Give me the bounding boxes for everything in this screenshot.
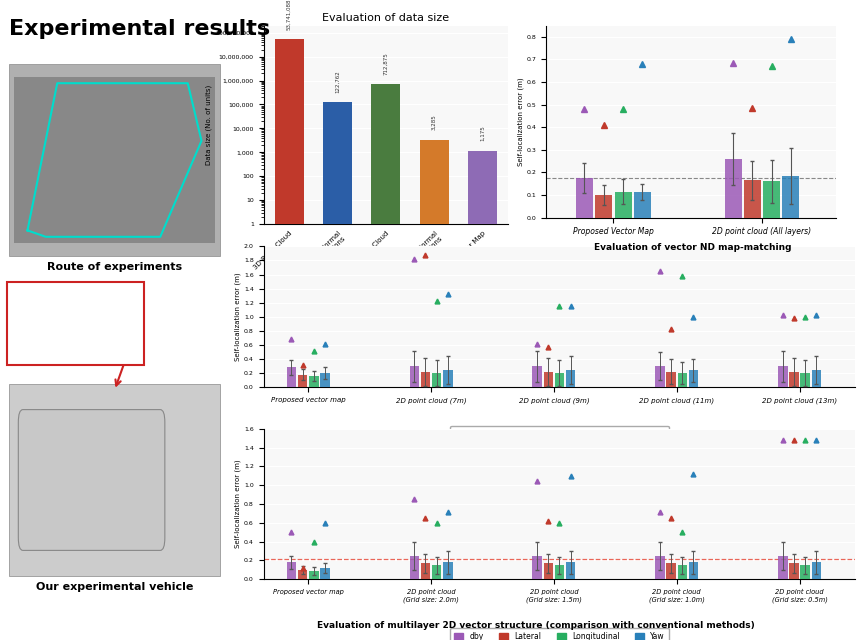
Bar [677, 565, 687, 579]
Bar [287, 367, 296, 387]
Text: Evaluation of multilayer 2D vector structure (comparison with conventional metho: Evaluation of multilayer 2D vector struc… [317, 621, 754, 630]
Bar [689, 563, 698, 579]
Legend: dby, Lateral, Longitudinal, Yaw: dby, Lateral, Longitudinal, Yaw [582, 297, 801, 314]
Bar [666, 372, 676, 387]
Bar [778, 366, 787, 387]
Y-axis label: Self-localization error (m): Self-localization error (m) [235, 460, 241, 548]
Bar [800, 565, 810, 579]
Bar [778, 556, 787, 579]
FancyBboxPatch shape [18, 410, 165, 550]
Text: Route of experiments: Route of experiments [47, 262, 182, 273]
Bar [420, 140, 449, 640]
Bar [655, 366, 664, 387]
Text: Velodyne's VLP-16
(16 chennel): Velodyne's VLP-16 (16 chennel) [14, 298, 115, 319]
Bar [421, 372, 430, 387]
Bar [298, 374, 308, 387]
Bar [783, 176, 799, 218]
FancyBboxPatch shape [14, 77, 215, 243]
FancyBboxPatch shape [10, 64, 219, 256]
Bar [468, 150, 498, 640]
FancyBboxPatch shape [7, 282, 144, 365]
Bar [576, 178, 593, 218]
Bar [543, 563, 553, 579]
Bar [614, 191, 632, 218]
Bar [800, 373, 810, 387]
FancyBboxPatch shape [10, 384, 219, 576]
Bar [566, 563, 575, 579]
Bar [595, 195, 613, 218]
Bar [372, 84, 401, 640]
Bar [321, 373, 330, 387]
Text: 53,741,088: 53,741,088 [287, 0, 292, 29]
Bar [689, 371, 698, 387]
Bar [421, 563, 430, 579]
Bar [432, 373, 442, 387]
Text: 122,762: 122,762 [335, 70, 340, 93]
Title: Evaluation of data size: Evaluation of data size [322, 13, 449, 24]
Bar [321, 568, 330, 579]
Bar [725, 159, 741, 218]
Y-axis label: Self-localization error (m): Self-localization error (m) [235, 273, 241, 361]
Bar [666, 563, 676, 579]
Y-axis label: Data size (No. of units): Data size (No. of units) [206, 84, 213, 165]
Bar [744, 180, 761, 218]
Bar [789, 563, 798, 579]
Bar [410, 366, 419, 387]
Text: 712,875: 712,875 [384, 52, 389, 75]
Bar [677, 373, 687, 387]
Text: Experimental results: Experimental results [9, 19, 270, 39]
Bar [309, 571, 319, 579]
Bar [532, 556, 542, 579]
Bar [566, 371, 575, 387]
Bar [763, 182, 780, 218]
Bar [275, 39, 303, 640]
Bar [655, 556, 664, 579]
Bar [298, 570, 308, 579]
Text: 3,285: 3,285 [432, 115, 437, 131]
Title: Evaluation of vector ND map-matching: Evaluation of vector ND map-matching [585, 298, 797, 308]
Y-axis label: Self-localization error (m): Self-localization error (m) [518, 77, 524, 166]
Bar [309, 376, 319, 387]
Bar [555, 373, 564, 387]
Bar [532, 366, 542, 387]
Bar [323, 102, 352, 640]
Bar [443, 371, 453, 387]
Bar [410, 556, 419, 579]
Bar [443, 563, 453, 579]
Text: Our experimental vehicle: Our experimental vehicle [35, 582, 194, 593]
Bar [634, 191, 651, 218]
Text: 1,175: 1,175 [480, 125, 486, 141]
Bar [789, 372, 798, 387]
Bar [432, 565, 442, 579]
Bar [543, 372, 553, 387]
Bar [811, 563, 821, 579]
Text: Evaluation of vector ND map-matching: Evaluation of vector ND map-matching [594, 243, 791, 252]
Legend: dby, Lateral, Longitudinal, Yaw: dby, Lateral, Longitudinal, Yaw [450, 628, 669, 640]
Legend: dby, Lateral, Longitudinal, Yaw: dby, Lateral, Longitudinal, Yaw [450, 426, 669, 442]
Bar [555, 565, 564, 579]
Bar [811, 371, 821, 387]
Bar [287, 563, 296, 579]
